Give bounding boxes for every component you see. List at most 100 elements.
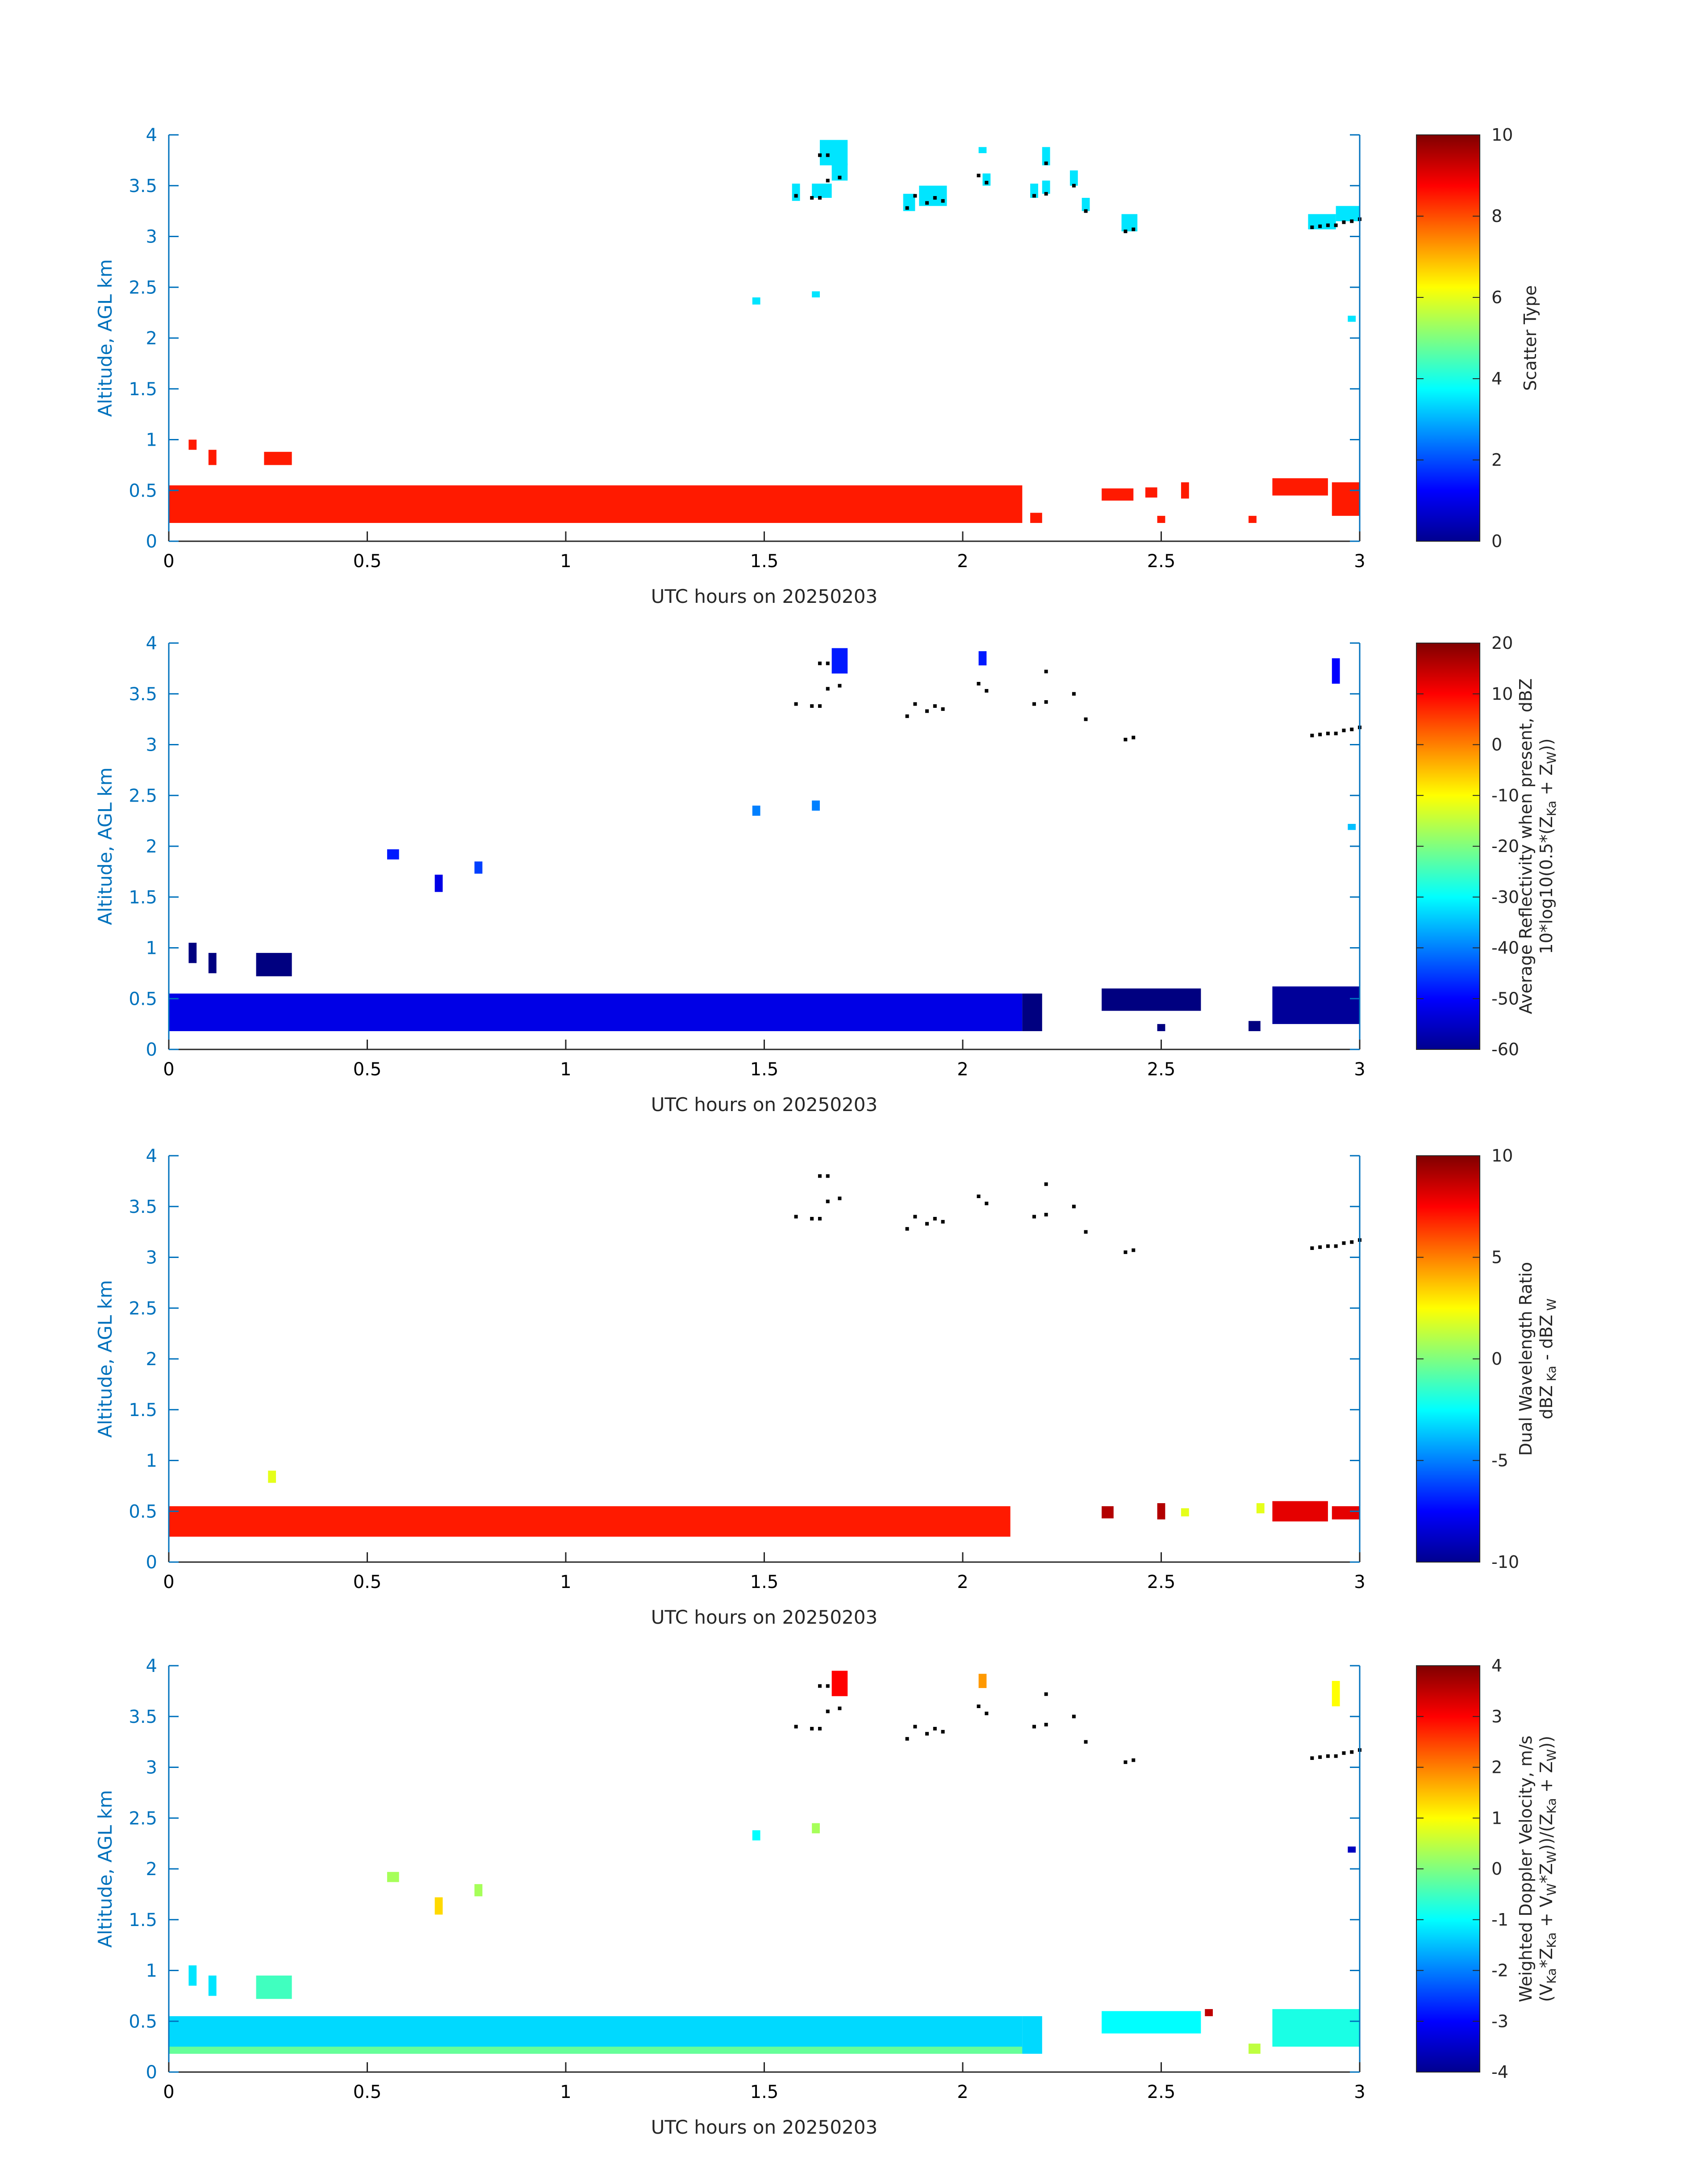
- data-cell: [978, 1674, 987, 1688]
- marker-point: [1334, 1754, 1338, 1758]
- data-cell: [812, 291, 820, 297]
- data-cell: [188, 1965, 197, 1986]
- formula-subscript: W: [1544, 1851, 1559, 1864]
- marker-point: [1342, 728, 1346, 732]
- data-cell: [1022, 993, 1042, 1032]
- colorbar-tick-label: -3: [1491, 2011, 1508, 2031]
- data-cell: [1332, 1506, 1360, 1520]
- data-cell: [169, 1506, 1011, 1537]
- colorbar-tick-label: 0: [1491, 531, 1502, 551]
- x-tick-label: 1.5: [750, 2082, 779, 2102]
- data-cell: [812, 1823, 820, 1834]
- data-cell: [1102, 1506, 1114, 1519]
- marker-point: [1072, 1714, 1076, 1718]
- marker-point: [1084, 1230, 1088, 1234]
- colorbar-label: Weighted Doppler Velocity, m/s: [1516, 1735, 1536, 2002]
- marker-point: [1132, 1758, 1136, 1762]
- data-cell: [208, 1975, 217, 1996]
- marker-point: [1123, 1250, 1128, 1254]
- colorbar-label: Average Reflectivity when present, dBZ: [1516, 678, 1536, 1014]
- marker-point: [905, 714, 909, 718]
- colorbar-tick-label: -40: [1491, 938, 1519, 958]
- x-tick-label: 0: [163, 2082, 174, 2102]
- y-tick-label: 3.5: [129, 176, 157, 196]
- x-tick-label: 1: [560, 1572, 571, 1592]
- data-cell: [1030, 513, 1042, 523]
- formula-text: + Z: [1537, 764, 1556, 801]
- marker-point: [913, 194, 917, 198]
- data-cell: [919, 185, 947, 206]
- data-cell: [1336, 206, 1360, 221]
- colorbar-label: Scatter Type: [1520, 285, 1540, 391]
- data-cell: [978, 147, 987, 153]
- y-tick-label: 1: [146, 1961, 157, 1981]
- data-cell: [1082, 198, 1090, 211]
- formula-subscript: W: [1544, 1749, 1559, 1762]
- marker-point: [913, 1725, 917, 1729]
- y-tick-label: 3.5: [129, 684, 157, 705]
- x-tick-label: 3: [1354, 1572, 1365, 1592]
- colorbar-tick-label: -60: [1491, 1040, 1519, 1059]
- x-tick-label: 0: [163, 551, 174, 572]
- marker-point: [1326, 1244, 1330, 1248]
- formula-text: ))/(Z: [1537, 1813, 1556, 1851]
- marker-point: [1123, 230, 1128, 234]
- y-tick-label: 2.5: [129, 1808, 157, 1829]
- colorbar-tick-label: 0: [1491, 1349, 1502, 1369]
- marker-point: [933, 196, 937, 200]
- data-cell: [434, 874, 443, 892]
- data-cell: [812, 800, 820, 811]
- marker-point: [1032, 702, 1036, 706]
- marker-point: [1334, 731, 1338, 735]
- colorbar-tick-label: 2: [1491, 1758, 1502, 1777]
- colorbar: [1416, 1665, 1480, 2073]
- data-cell: [1332, 1681, 1340, 1706]
- data-cell: [903, 193, 915, 211]
- data-cell: [474, 1884, 483, 1897]
- data-cell: [1070, 170, 1078, 186]
- data-cell: [208, 450, 217, 465]
- data-cell: [1272, 1501, 1328, 1521]
- marker-point: [1032, 194, 1036, 198]
- data-cell: [268, 1471, 276, 1483]
- marker-point: [1318, 732, 1322, 736]
- data-cell: [1042, 180, 1050, 194]
- marker-point: [1342, 220, 1346, 224]
- data-cell: [169, 485, 1023, 523]
- panel-1: 0 0.5 1 1.5 2 2.5 3 0 0.5 1 1.5 2 2.5 3 3.5 4 UTC hours …: [94, 125, 1540, 607]
- x-tick-label: 1: [560, 551, 571, 572]
- formula-subscript: W: [1544, 752, 1559, 764]
- marker-point: [1310, 1756, 1314, 1760]
- marker-point: [925, 1222, 929, 1226]
- data-cell: [474, 861, 483, 874]
- x-tick-label: 1: [560, 2082, 571, 2102]
- colorbar-tick-label: 0: [1491, 735, 1502, 755]
- marker-point: [1044, 1722, 1048, 1726]
- marker-point: [826, 153, 830, 157]
- marker-point: [1350, 727, 1354, 731]
- y-tick-label: 1: [146, 430, 157, 451]
- x-tick-label: 0.5: [353, 2082, 382, 2102]
- marker-point: [985, 1201, 989, 1205]
- marker-point: [1032, 1725, 1036, 1729]
- y-tick-label: 3: [146, 227, 157, 247]
- marker-point: [1342, 1751, 1346, 1755]
- colorbar-tick-label: 4: [1491, 369, 1502, 389]
- y-tick-label: 2.5: [129, 277, 157, 298]
- y-tick-label: 1.5: [129, 1910, 157, 1930]
- colorbar: [1416, 1155, 1480, 1563]
- marker-point: [1044, 700, 1048, 704]
- marker-point: [818, 1684, 822, 1688]
- y-tick-label: 0.5: [129, 2011, 157, 2032]
- data-cell: [812, 184, 832, 198]
- x-tick-label: 2: [957, 2082, 968, 2102]
- formula-text: dBZ: [1537, 1385, 1556, 1419]
- marker-point: [826, 1684, 830, 1688]
- formula-subscript: Ka: [1544, 801, 1559, 816]
- marker-point: [818, 661, 822, 665]
- y-axis-label: Altitude, AGL km: [94, 259, 116, 417]
- y-tick-label: 1.5: [129, 887, 157, 908]
- colorbar-tick-label: 10: [1491, 684, 1513, 704]
- marker-point: [933, 1217, 937, 1221]
- marker-point: [794, 702, 798, 706]
